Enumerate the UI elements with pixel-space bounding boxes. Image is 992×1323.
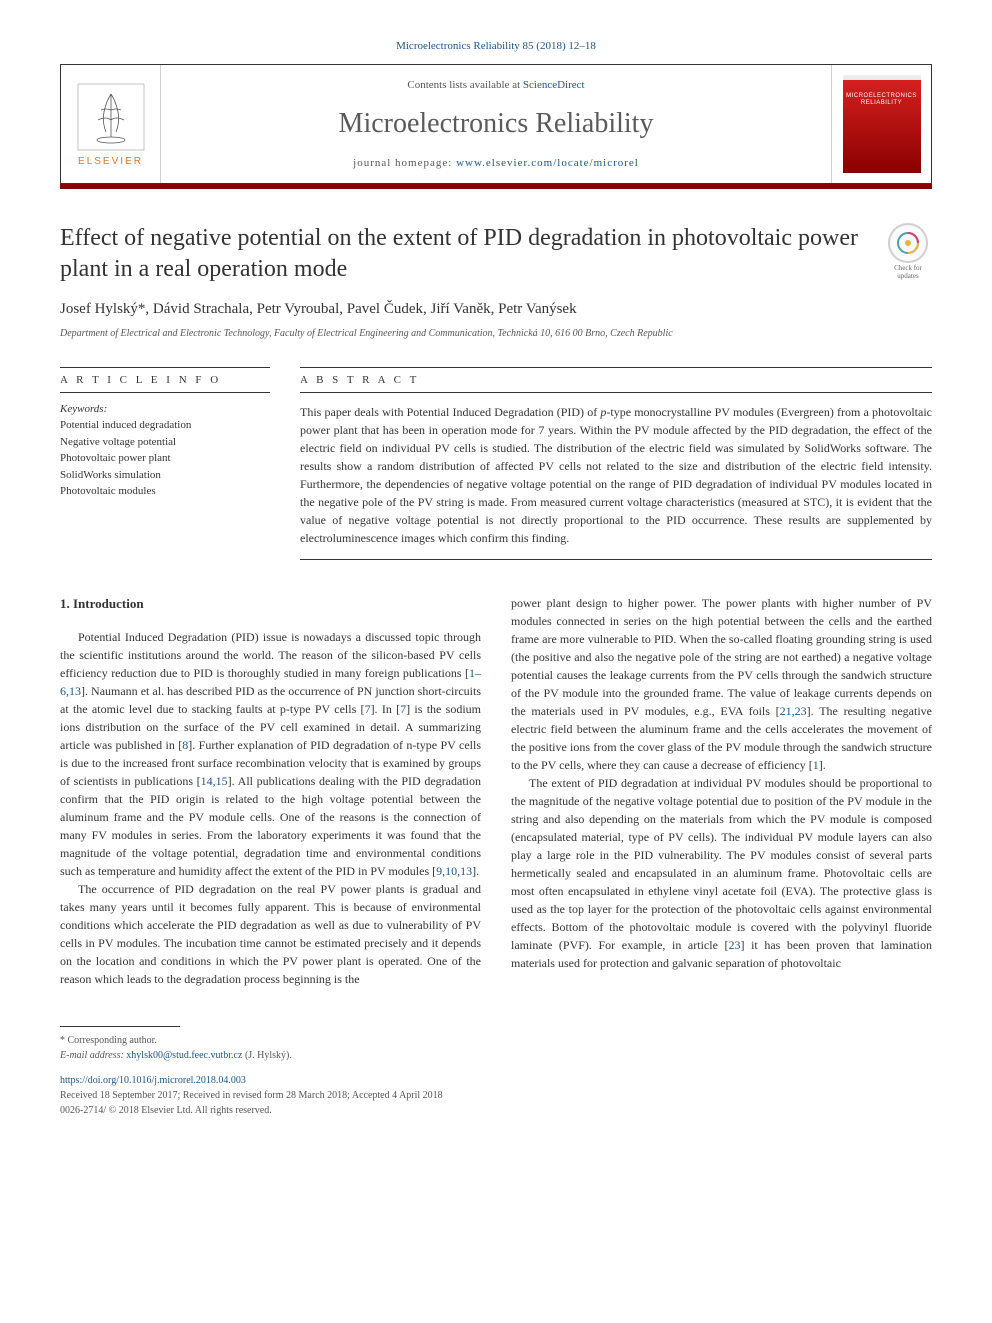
p-seg: ]. All publications dealing with the PID… [60,774,481,878]
body-paragraph: The extent of PID degradation at individ… [511,774,932,972]
journal-citation[interactable]: Microelectronics Reliability 85 (2018) 1… [60,40,932,52]
check-updates-badge[interactable]: Check for updates [884,223,932,280]
keyword-item: Potential induced degradation [60,417,270,434]
keywords-list: Potential induced degradationNegative vo… [60,417,270,500]
email-link[interactable]: xhylsk00@stud.feec.vutbr.cz [126,1050,242,1061]
contents-available: Contents lists available at ScienceDirec… [181,79,811,91]
check-updates-text: Check for updates [884,265,932,280]
citation-link[interactable]: 23 [729,938,741,952]
journal-header: ELSEVIER Contents lists available at Sci… [60,64,932,184]
body-column-left: 1. Introduction Potential Induced Degrad… [60,594,481,988]
homepage-link[interactable]: www.elsevier.com/locate/microrel [456,157,639,169]
journal-name: Microelectronics Reliability [181,108,811,140]
contents-prefix: Contents lists available at [407,79,522,91]
header-center: Contents lists available at ScienceDirec… [161,65,831,183]
cover-title: MICROELECTRONICS RELIABILITY [843,93,921,107]
footer-rule [60,1026,180,1027]
p-seg: -type PV cells [ [286,702,365,716]
body-paragraph: power plant design to higher power. The … [511,594,932,774]
citation-link[interactable]: 14,15 [201,774,228,788]
authors: Josef Hylský*, Dávid Strachala, Petr Vyr… [60,301,932,318]
body-paragraph: Potential Induced Degradation (PID) issu… [60,628,481,880]
p-seg: ]. In [ [371,702,401,716]
issn-copyright: 0026-2714/ © 2018 Elsevier Ltd. All righ… [60,1103,932,1118]
footer: * Corresponding author. E-mail address: … [60,1026,932,1118]
keyword-item: Photovoltaic modules [60,483,270,500]
affiliation: Department of Electrical and Electronic … [60,328,932,339]
p-seg: ]. [472,864,479,878]
elsevier-tree-icon [76,82,146,152]
homepage-prefix: journal homepage: [353,157,456,169]
keywords-label: Keywords: [60,403,270,415]
abstract-seg-1: This paper deals with Potential Induced … [300,405,600,419]
accent-bar [60,184,932,189]
email-suffix: (J. Hylský). [242,1050,291,1061]
p-seg: The extent of PID degradation at individ… [511,776,932,952]
journal-homepage: journal homepage: www.elsevier.com/locat… [181,157,811,169]
received-dates: Received 18 September 2017; Received in … [60,1088,932,1103]
article-info-column: A R T I C L E I N F O Keywords: Potentia… [60,367,270,560]
cover-title-l2: RELIABILITY [861,100,902,106]
body-column-right: power plant design to higher power. The … [511,594,932,988]
elsevier-label: ELSEVIER [78,156,143,167]
doi-link[interactable]: https://doi.org/10.1016/j.microrel.2018.… [60,1073,932,1088]
citation-link[interactable]: 9,10,13 [436,864,472,878]
section-heading-intro: 1. Introduction [60,594,481,614]
abstract-seg-2: -type monocrystalline PV modules (Evergr… [300,405,932,545]
crossmark-icon [888,223,928,263]
journal-cover-thumbnail: MICROELECTRONICS RELIABILITY [843,75,921,173]
abstract-rule [300,559,932,560]
article-info-label: A R T I C L E I N F O [60,367,270,393]
email-line: E-mail address: xhylsk00@stud.feec.vutbr… [60,1048,932,1063]
email-label: E-mail address: [60,1050,126,1061]
abstract-text: This paper deals with Potential Induced … [300,403,932,547]
citation-link[interactable]: 21,23 [780,704,807,718]
body-columns: 1. Introduction Potential Induced Degrad… [60,594,932,988]
publisher-logo-block: ELSEVIER [61,65,161,183]
corresponding-author: * Corresponding author. [60,1033,932,1048]
keyword-item: Photovoltaic power plant [60,450,270,467]
abstract-label: A B S T R A C T [300,367,932,393]
keyword-item: Negative voltage potential [60,434,270,451]
journal-cover-block: MICROELECTRONICS RELIABILITY [831,65,931,183]
keyword-item: SolidWorks simulation [60,467,270,484]
cover-title-l1: MICROELECTRONICS [846,93,917,99]
abstract-column: A B S T R A C T This paper deals with Po… [300,367,932,560]
p-seg: power plant design to higher power. The … [511,596,932,718]
body-paragraph: The occurrence of PID degradation on the… [60,880,481,988]
article-title: Effect of negative potential on the exte… [60,223,884,285]
sciencedirect-link[interactable]: ScienceDirect [523,79,585,91]
check-l2: updates [897,272,918,280]
p-seg: ]. [819,758,826,772]
p-seg: Potential Induced Degradation (PID) issu… [60,630,481,680]
